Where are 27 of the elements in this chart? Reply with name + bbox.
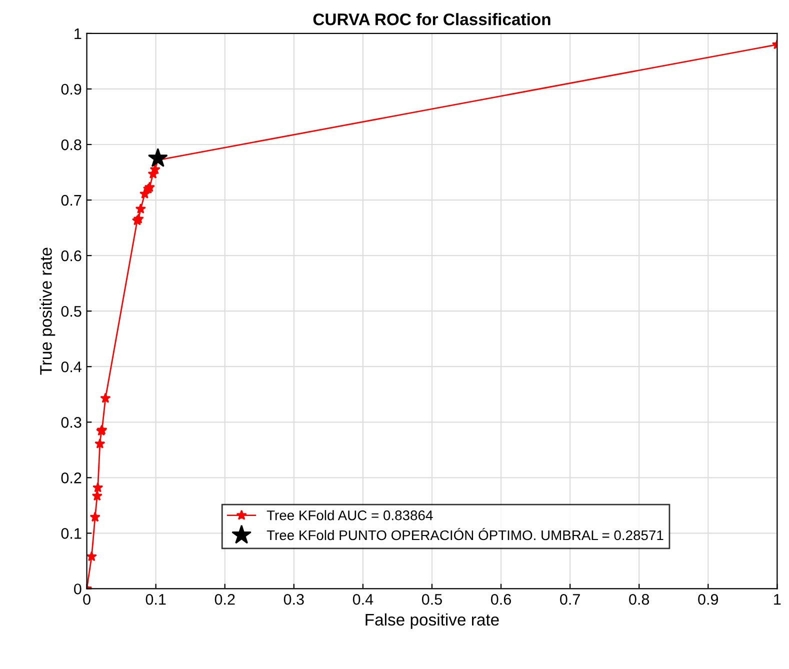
x-tick-label: 1 — [774, 594, 781, 605]
x-tick-label: 0.4 — [352, 594, 374, 605]
y-tick-label: 0.4 — [61, 361, 82, 372]
y-axis-title: True positive rate — [40, 248, 56, 375]
y-tick-label: 0.1 — [61, 528, 82, 539]
chart-title: CURVA ROC for Classification — [313, 13, 550, 26]
y-tick-label: 0 — [74, 584, 82, 594]
x-tick-label: 0.3 — [284, 594, 304, 605]
y-tick-label: 0.3 — [61, 417, 82, 428]
y-tick-label: 0.7 — [61, 194, 82, 206]
y-tick-label: 0.6 — [61, 250, 82, 262]
x-tick-label: 0.5 — [422, 594, 442, 605]
x-tick-label: 0 — [83, 594, 90, 605]
y-tick-label: 0.2 — [61, 472, 82, 484]
x-axis-title: False positive rate — [366, 613, 499, 629]
x-tick-label: 0.1 — [146, 594, 166, 605]
legend-label: Tree KFold PUNTO OPERACIÓN ÓPTIMO. UMBRAL = 0.28571 — [266, 528, 664, 540]
x-tick-label: 0.2 — [214, 594, 235, 605]
x-tick-label: 0.8 — [629, 594, 650, 605]
y-tick-label: 0.8 — [61, 139, 82, 150]
x-tick-label: 0.7 — [560, 594, 580, 605]
legend-label: Tree KFold AUC = 0.83864 — [266, 510, 433, 520]
y-tick-label: 0.5 — [61, 306, 82, 317]
x-tick-label: 0.9 — [698, 594, 718, 605]
y-tick-label: 1 — [74, 28, 82, 39]
x-tick-label: 0.6 — [490, 594, 511, 605]
y-tick-label: 0.9 — [61, 84, 82, 95]
